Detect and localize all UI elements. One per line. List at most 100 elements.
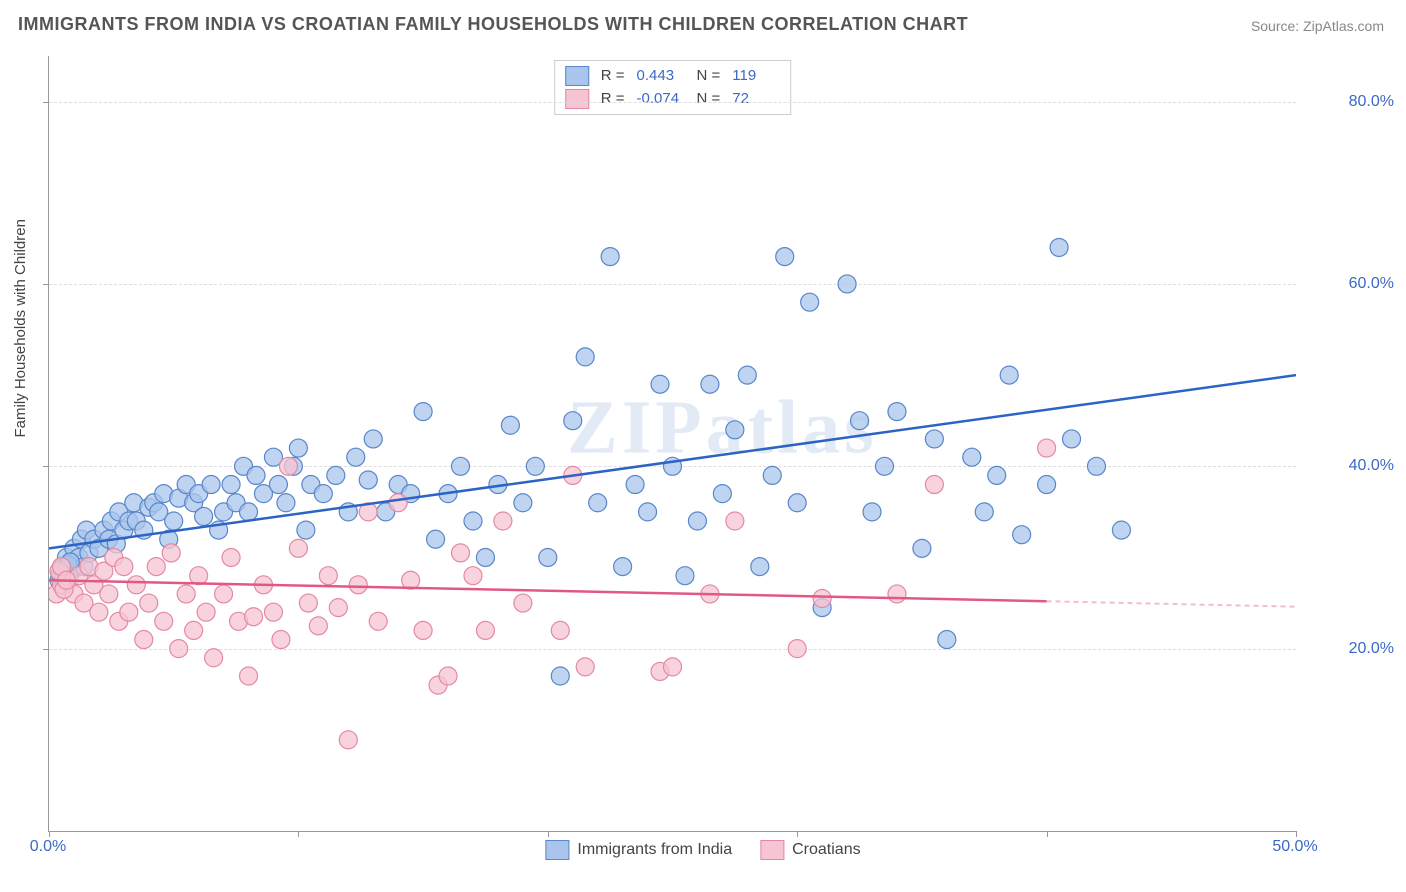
- data-point-india: [738, 366, 756, 384]
- data-point-india: [788, 494, 806, 512]
- x-tick: [797, 831, 798, 837]
- legend-item-india: Immigrants from India: [545, 840, 732, 860]
- data-point-croatia: [726, 512, 744, 530]
- data-point-india: [888, 403, 906, 421]
- data-point-croatia: [476, 621, 494, 639]
- data-point-india: [364, 430, 382, 448]
- data-point-india: [269, 476, 287, 494]
- data-point-india: [863, 503, 881, 521]
- data-point-croatia: [925, 476, 943, 494]
- data-point-croatia: [788, 640, 806, 658]
- data-point-india: [801, 293, 819, 311]
- data-point-croatia: [162, 544, 180, 562]
- data-point-croatia: [90, 603, 108, 621]
- data-point-india: [539, 548, 557, 566]
- data-point-croatia: [369, 612, 387, 630]
- x-tick-label: 0.0%: [30, 838, 66, 856]
- data-point-croatia: [339, 731, 357, 749]
- data-point-croatia: [389, 494, 407, 512]
- data-point-croatia: [205, 649, 223, 667]
- data-point-croatia: [127, 576, 145, 594]
- y-tick-label: 40.0%: [1349, 457, 1394, 475]
- data-point-croatia: [264, 603, 282, 621]
- data-point-croatia: [215, 585, 233, 603]
- data-point-india: [195, 507, 213, 525]
- y-tick-label: 80.0%: [1349, 93, 1394, 111]
- data-point-croatia: [240, 667, 258, 685]
- data-point-india: [651, 375, 669, 393]
- legend-swatch-croatia: [760, 840, 784, 860]
- data-point-india: [701, 375, 719, 393]
- data-point-croatia: [222, 548, 240, 566]
- data-point-india: [576, 348, 594, 366]
- data-point-india: [551, 667, 569, 685]
- data-point-india: [938, 631, 956, 649]
- data-point-croatia: [349, 576, 367, 594]
- data-point-india: [1000, 366, 1018, 384]
- data-point-croatia: [147, 558, 165, 576]
- data-point-india: [713, 485, 731, 503]
- data-point-croatia: [155, 612, 173, 630]
- data-point-india: [776, 248, 794, 266]
- data-point-india: [601, 248, 619, 266]
- data-point-croatia: [135, 631, 153, 649]
- data-point-croatia: [115, 558, 133, 576]
- data-point-india: [1038, 476, 1056, 494]
- data-point-croatia: [185, 621, 203, 639]
- data-point-india: [1087, 457, 1105, 475]
- data-point-india: [240, 503, 258, 521]
- data-point-india: [414, 403, 432, 421]
- data-point-india: [963, 448, 981, 466]
- source-attribution: Source: ZipAtlas.com: [1251, 18, 1384, 34]
- data-point-india: [676, 567, 694, 585]
- data-point-india: [165, 512, 183, 530]
- data-point-croatia: [289, 539, 307, 557]
- data-point-croatia: [464, 567, 482, 585]
- data-point-india: [913, 539, 931, 557]
- data-point-croatia: [272, 631, 290, 649]
- data-point-india: [851, 412, 869, 430]
- legend-label: Croatians: [792, 841, 860, 859]
- x-tick: [298, 831, 299, 837]
- x-tick: [548, 831, 549, 837]
- data-point-india: [925, 430, 943, 448]
- data-point-india: [501, 416, 519, 434]
- data-point-croatia: [177, 585, 195, 603]
- data-point-india: [289, 439, 307, 457]
- data-point-croatia: [319, 567, 337, 585]
- data-point-india: [1112, 521, 1130, 539]
- data-point-india: [639, 503, 657, 521]
- data-point-croatia: [813, 590, 831, 608]
- data-point-india: [452, 457, 470, 475]
- data-point-india: [464, 512, 482, 530]
- data-point-india: [476, 548, 494, 566]
- data-point-india: [763, 466, 781, 484]
- data-point-croatia: [414, 621, 432, 639]
- regression-line-ext-croatia: [1047, 601, 1296, 606]
- legend-swatch-india: [545, 840, 569, 860]
- y-axis-label: Family Households with Children: [12, 219, 29, 437]
- y-tick-label: 20.0%: [1349, 640, 1394, 658]
- data-point-croatia: [888, 585, 906, 603]
- data-point-india: [297, 521, 315, 539]
- data-point-india: [1013, 526, 1031, 544]
- data-point-croatia: [439, 667, 457, 685]
- data-point-india: [726, 421, 744, 439]
- x-tick: [1047, 831, 1048, 837]
- data-point-india: [359, 471, 377, 489]
- data-point-india: [526, 457, 544, 475]
- data-point-india: [327, 466, 345, 484]
- data-point-india: [626, 476, 644, 494]
- x-tick: [49, 831, 50, 837]
- legend-label: Immigrants from India: [577, 841, 732, 859]
- data-point-india: [838, 275, 856, 293]
- data-point-croatia: [494, 512, 512, 530]
- data-point-india: [222, 476, 240, 494]
- data-point-india: [988, 466, 1006, 484]
- y-tick-label: 60.0%: [1349, 275, 1394, 293]
- data-point-india: [614, 558, 632, 576]
- data-point-croatia: [309, 617, 327, 635]
- data-point-croatia: [190, 567, 208, 585]
- data-point-india: [751, 558, 769, 576]
- data-point-india: [975, 503, 993, 521]
